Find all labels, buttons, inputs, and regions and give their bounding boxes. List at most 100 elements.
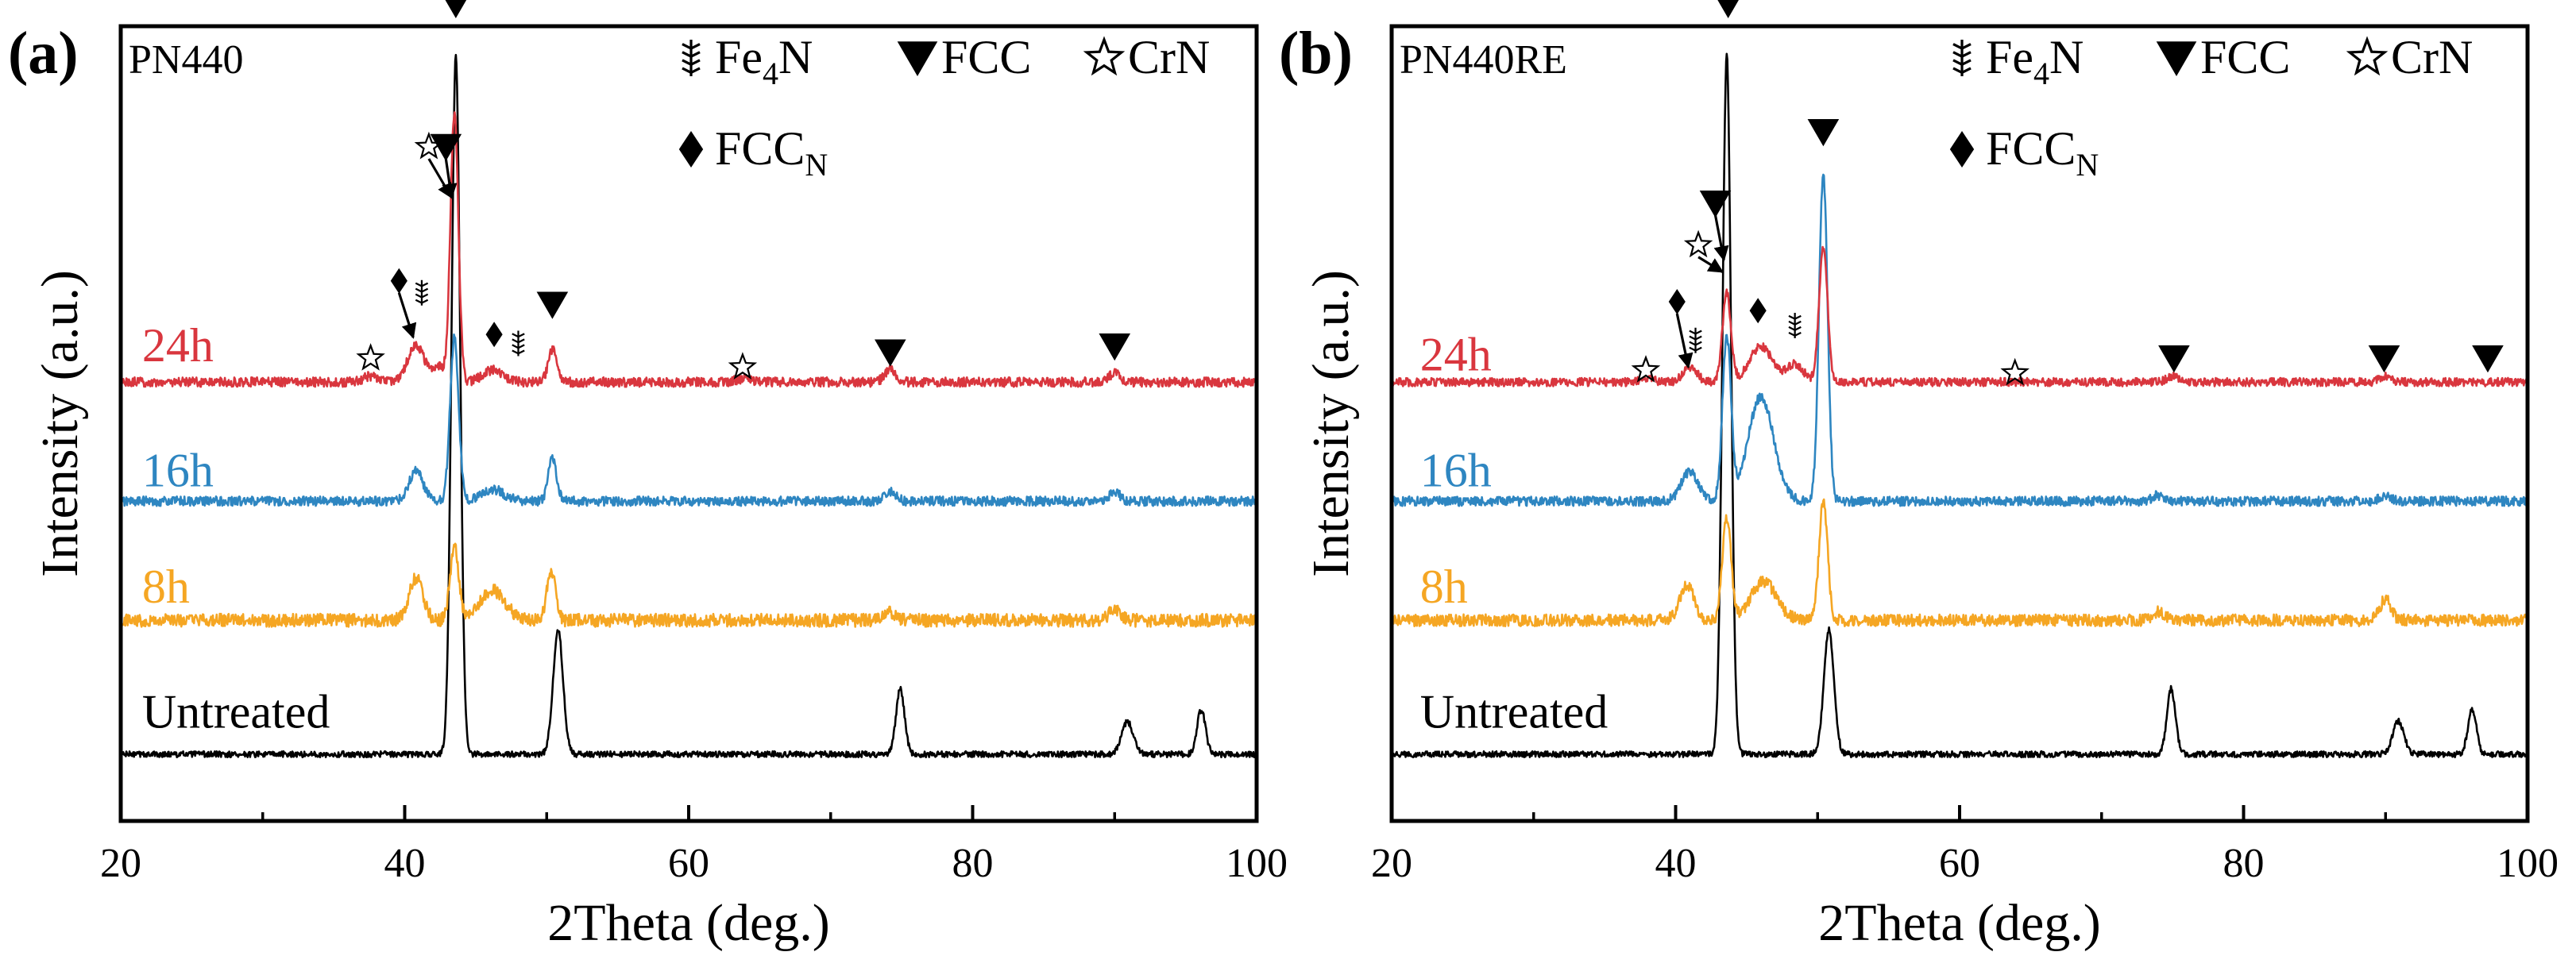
series-line-untreated [1392, 52, 2528, 758]
peak-marker-fcc-icon [1699, 191, 1732, 218]
sample-label-24h: 24h [142, 319, 214, 372]
fe4n-branch [682, 51, 692, 58]
peak-marker-fcc-icon [536, 291, 569, 319]
fe4n-branch [690, 67, 701, 74]
fe4n-branch [1695, 329, 1702, 335]
fe4n-branch [1695, 341, 1702, 346]
fccn-diamond [390, 268, 407, 294]
legend-item-crn: CrN [1083, 31, 1210, 83]
x-axis-label: 2Theta (deg.) [1818, 894, 2101, 952]
fe4n-branch [512, 349, 519, 355]
fcc-triangle [2472, 345, 2504, 373]
fcc-triangle [2368, 345, 2400, 373]
legend-label: Fe4N [1986, 31, 2084, 91]
fcc-triangle [1807, 119, 1840, 147]
fe4n-branch [421, 282, 429, 287]
panel-label: (b) [1279, 20, 1353, 87]
peak-marker-fcc-icon [875, 339, 906, 367]
fe4n-branch [517, 338, 525, 344]
y-axis-label: Intensity (a.u.) [31, 270, 89, 577]
legend-item-fccn: FCCN [1949, 122, 2099, 183]
peak-marker-fe4n-icon [512, 330, 525, 356]
fe4n-branch [517, 333, 525, 338]
fe4n-branch [1952, 67, 1963, 74]
fe4n-branch [1961, 59, 1972, 66]
legend: Fe4N FCC CrN FCCN [1949, 31, 2473, 183]
sample-label-8h: 8h [1420, 561, 1468, 613]
y-axis-label: Intensity (a.u.) [1302, 270, 1360, 577]
fe4n-branch [1794, 320, 1802, 326]
fe4n-branch [1794, 314, 1802, 320]
legend-symbol-fccn-icon [1949, 131, 1975, 168]
sample-label-untreated: Untreated [1420, 685, 1609, 738]
series-line-untreated [121, 53, 1257, 758]
legend-label: CrN [2391, 31, 2473, 83]
sample-label-16h: 16h [142, 445, 214, 497]
peak-marker-crn-icon [1631, 355, 1661, 383]
fe4n-branch [1794, 331, 1802, 337]
peak-marker-fcc-icon [430, 133, 462, 161]
legend-item-fe4n: Fe4N [682, 31, 813, 91]
fccn-diamond [678, 131, 704, 168]
fe4n-branch [1689, 335, 1697, 341]
legend-item-fccn: FCCN [678, 122, 828, 183]
fe4n-branch [1961, 67, 1972, 74]
fe4n-branch [1952, 59, 1963, 66]
legend-label-sub: 4 [2033, 56, 2049, 91]
fe4n-branch [1689, 329, 1697, 335]
peak-arrow [442, 158, 458, 199]
fccn-diamond [485, 322, 503, 348]
fe4n-branch [517, 349, 525, 355]
crn-star [1631, 355, 1661, 383]
peak-marker-fccn-icon [1668, 289, 1686, 314]
fe4n-branch [690, 43, 701, 50]
peak-arrow [1713, 214, 1729, 262]
crn-star [2000, 357, 2030, 386]
fe4n-branch [1961, 51, 1972, 58]
peak-marker-fe4n-icon [415, 279, 429, 306]
fe4n-branch [1952, 43, 1963, 50]
fcc-triangle [445, 0, 467, 18]
peak-marker-fcc-icon [2158, 345, 2190, 373]
x-tick-label: 60 [1939, 841, 1980, 886]
fe4n-branch [1788, 320, 1796, 326]
peak-arrow [1675, 313, 1694, 369]
fcc-triangle [2158, 345, 2190, 373]
peak-marker-crn-icon [2000, 357, 2030, 386]
crn-star [728, 352, 758, 380]
fe4n-branch [1695, 346, 1702, 352]
sample-label-24h: 24h [1420, 328, 1492, 380]
fcc-triangle [1699, 191, 1732, 218]
series-line-8h [1392, 498, 2528, 627]
legend-symbol-crn-icon [2346, 36, 2389, 76]
chart-panel-a: 20 40 60 80 100 2Theta (deg.) Intensity (a.u.)… [8, 0, 1288, 952]
fccn-diamond [1949, 131, 1975, 168]
fe4n-branch [421, 293, 429, 299]
fe4n-branch [512, 344, 519, 349]
fccn-diamond [1668, 289, 1686, 314]
fe4n-branch [1695, 335, 1702, 341]
series-group [121, 53, 1257, 758]
legend-label: CrN [1128, 31, 1210, 83]
series-line-24h [1392, 245, 2528, 387]
panel-label: (a) [8, 20, 79, 87]
legend-item-fcc: FCC [2156, 31, 2290, 83]
fe4n-branch [690, 51, 701, 58]
legend-symbol-crn-icon [1083, 36, 1126, 76]
fcc-triangle [1099, 333, 1131, 361]
legend-label-sub: N [805, 147, 828, 183]
sample-label-8h: 8h [142, 561, 190, 613]
legend-label-main: FCC [715, 122, 805, 175]
fe4n-branch [1689, 341, 1697, 346]
x-tick-label: 80 [952, 841, 994, 886]
fe4n-branch [1961, 43, 1972, 50]
x-tick-label: 60 [668, 841, 709, 886]
series-group [1392, 52, 2528, 758]
legend-label-suffix: N [778, 31, 813, 83]
peak-marker-crn-icon [1683, 229, 1713, 258]
fcc-triangle [897, 41, 938, 76]
legend-label-main: Fe [715, 31, 763, 83]
peak-marker-fcc-icon [1807, 119, 1840, 147]
fe4n-branch [1794, 326, 1802, 331]
fcc-triangle [1717, 0, 1739, 18]
